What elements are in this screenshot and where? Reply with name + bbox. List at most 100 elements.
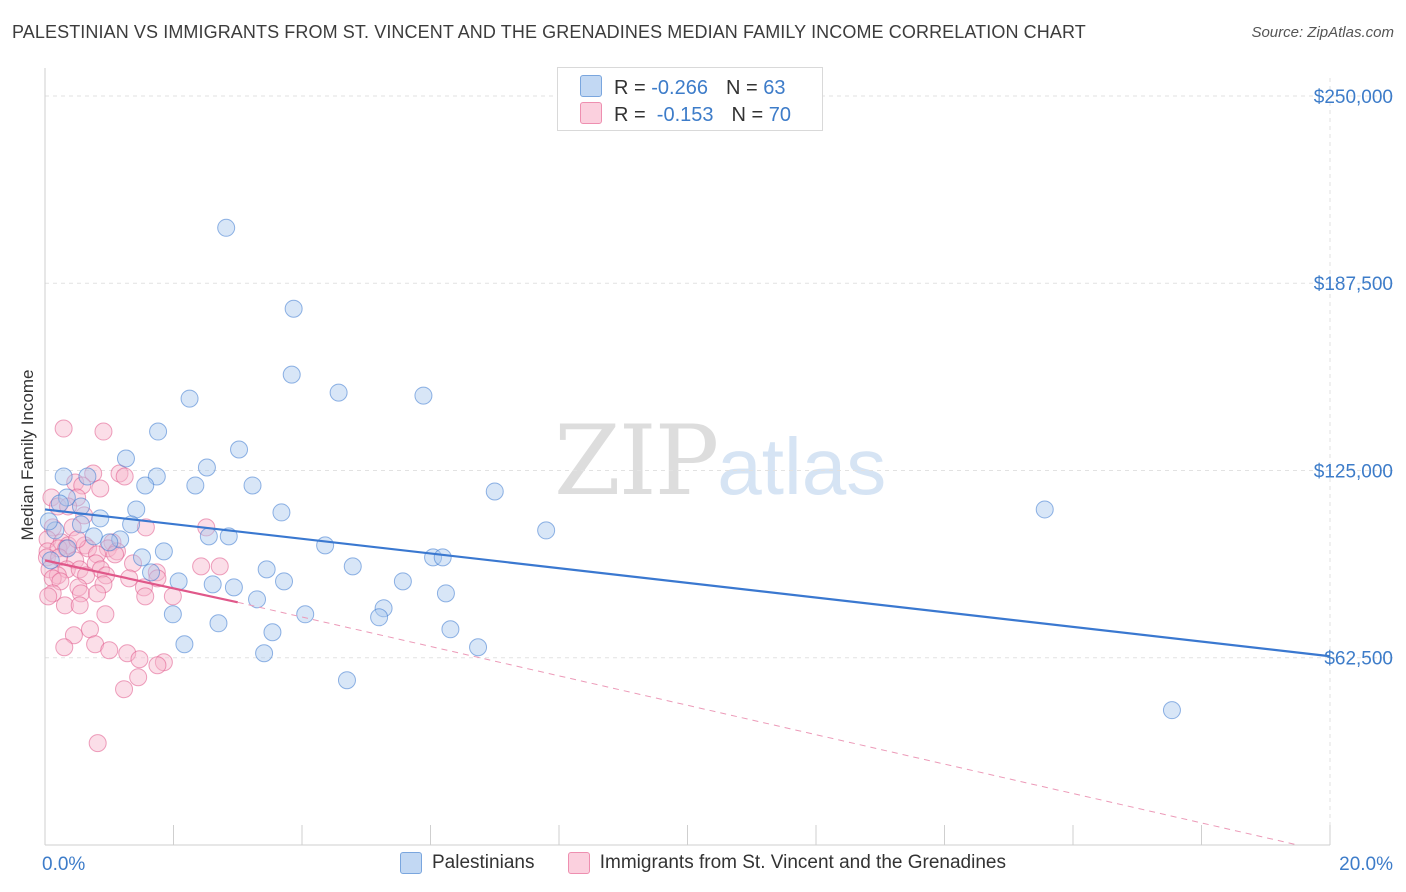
scatter-point xyxy=(136,518,155,537)
data-points xyxy=(37,218,1181,753)
legend-n-label: N = xyxy=(731,104,769,126)
scatter-point xyxy=(136,476,155,495)
scatter-point xyxy=(248,590,267,609)
scatter-point xyxy=(88,734,107,753)
legend-n-label: N = xyxy=(725,77,764,99)
scatter-point xyxy=(107,542,126,561)
scatter-point xyxy=(154,542,173,561)
scatter-point xyxy=(68,488,87,507)
legend-r-value: -0.266 xyxy=(651,77,708,99)
legend-r-value: -0.153 xyxy=(651,104,714,126)
scatter-point xyxy=(257,560,276,579)
y-tick-label: $125,000 xyxy=(1314,461,1393,482)
legend-n-value: 70 xyxy=(768,104,792,126)
scatter-point xyxy=(230,440,249,459)
legend-item-immigrants: Immigrants from St. Vincent and the Gren… xyxy=(567,852,1006,874)
scatter-point xyxy=(94,422,113,441)
scatter-point xyxy=(124,554,143,573)
y-tick-label: $250,000 xyxy=(1314,87,1393,108)
scatter-point xyxy=(370,608,389,627)
legend-label-palestinians: Palestinians xyxy=(432,852,535,873)
series-legend: Palestinians Immigrants from St. Vincent… xyxy=(0,852,1406,880)
scatter-point xyxy=(186,476,205,495)
scatter-point xyxy=(441,620,460,639)
scatter-point xyxy=(57,488,76,507)
scatter-point xyxy=(84,527,103,546)
chart-title: PALESTINIAN VS IMMIGRANTS FROM ST. VINCE… xyxy=(12,22,1086,42)
scatter-point xyxy=(374,599,393,618)
legend-item-palestinians: Palestinians xyxy=(400,852,534,874)
scatter-point xyxy=(284,299,303,318)
scatter-point xyxy=(343,557,362,576)
scatter-point xyxy=(54,419,73,438)
trend-lines xyxy=(44,508,1331,846)
scatter-point xyxy=(39,512,58,531)
trend-line-immigrants-extension xyxy=(237,601,1298,846)
axes xyxy=(44,68,1331,846)
scatter-point xyxy=(469,638,488,657)
legend-r-label: R = xyxy=(614,104,652,126)
scatter-point xyxy=(393,572,412,591)
scatter-point xyxy=(149,422,168,441)
scatter-point xyxy=(91,479,110,498)
x-tick-label: 20.0% xyxy=(1339,854,1393,875)
legend-label-immigrants: Immigrants from St. Vincent and the Gren… xyxy=(599,852,1006,873)
scatter-point xyxy=(263,623,282,642)
x-tick-label: 0.0% xyxy=(42,854,85,875)
scatter-point xyxy=(282,365,301,384)
scatter-point xyxy=(80,620,99,639)
scatter-point xyxy=(58,539,77,558)
scatter-point xyxy=(116,449,135,468)
scatter-point xyxy=(55,638,74,657)
scatter-point xyxy=(1162,701,1181,720)
chart-source: Source: ZipAtlas.com xyxy=(1251,24,1394,41)
scatter-point xyxy=(337,671,356,690)
scatter-point xyxy=(100,533,119,552)
scatter-point xyxy=(436,584,455,603)
legend-n-value: 63 xyxy=(763,77,786,99)
scatter-point xyxy=(91,509,110,528)
scatter-point xyxy=(210,557,229,576)
scatter-point xyxy=(41,551,60,570)
scatter-point xyxy=(175,635,194,654)
scatter-point xyxy=(39,587,58,606)
legend-swatch-immigrants xyxy=(567,852,590,874)
scatter-point xyxy=(70,596,89,615)
scatter-point xyxy=(55,596,74,615)
scatter-point xyxy=(78,467,97,486)
scatter-point xyxy=(88,545,107,564)
scatter-point xyxy=(414,386,433,405)
grid-lines xyxy=(45,78,1395,845)
scatter-point xyxy=(243,476,262,495)
watermark-atlas: atlas xyxy=(717,422,887,511)
scatter-point xyxy=(433,548,452,567)
legend-r-label: R = xyxy=(614,77,652,99)
scatter-point xyxy=(111,530,130,549)
scatter-point xyxy=(100,641,119,660)
scatter-point xyxy=(129,668,148,687)
legend-row-palestinians: R = -0.266 N = 63 xyxy=(580,75,785,101)
scatter-point xyxy=(224,578,243,597)
scatter-point xyxy=(115,680,134,699)
scatter-point xyxy=(316,536,335,555)
scatter-point xyxy=(192,557,211,576)
scatter-point xyxy=(485,482,504,501)
scatter-point xyxy=(110,464,129,483)
scatter-point xyxy=(127,500,146,519)
scatter-point xyxy=(329,383,348,402)
scatter-point xyxy=(71,497,90,516)
tick-labels: $62,500 $125,000 $187,500 $250,000 0.0% 20.0% xyxy=(42,87,1393,875)
scatter-point xyxy=(46,521,65,540)
scatter-point xyxy=(142,563,161,582)
scatter-point xyxy=(133,548,152,567)
scatter-point xyxy=(147,563,166,582)
scatter-point xyxy=(88,584,107,603)
legend-swatch-palestinians xyxy=(580,75,602,97)
scatter-point xyxy=(1035,500,1054,519)
scatter-point xyxy=(64,626,83,645)
scatter-point xyxy=(130,650,149,669)
scatter-point xyxy=(96,605,115,624)
scatter-point xyxy=(84,464,103,483)
zipatlas-watermark: ZIPatlas xyxy=(554,405,886,517)
